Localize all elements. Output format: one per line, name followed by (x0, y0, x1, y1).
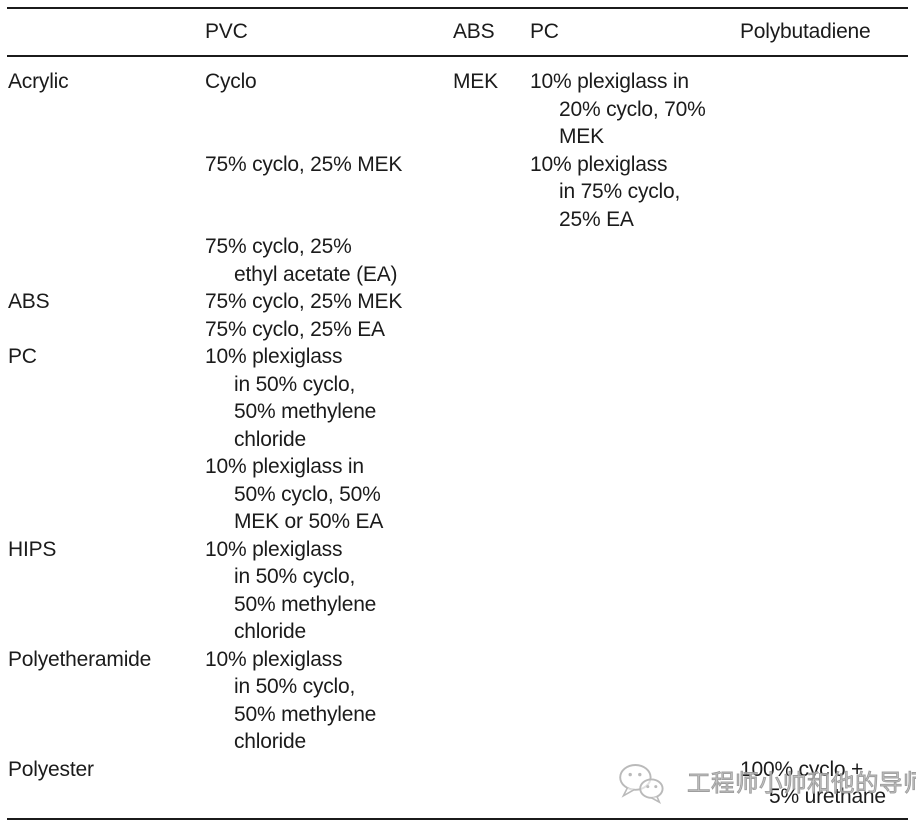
cell-pvc: 75% cyclo, 25% ethyl acetate (EA) (205, 233, 453, 288)
table-subrow: HIPS 10% plexiglass in 50% cyclo, 50% me… (8, 536, 908, 646)
cell-pc: 10% plexiglass in 75% cyclo, 25% EA (530, 151, 740, 234)
table-subrow: Polyester 100% cyclo + 5% urethane (8, 756, 908, 811)
table-subrow: 75% cyclo, 25% MEK 10% plexiglass in 75%… (8, 151, 908, 234)
cell-line: 20% cyclo, 70% (559, 97, 706, 121)
table-row-acrylic: Acrylic Cyclo MEK 10% plexiglass in 20% … (8, 68, 908, 288)
row-label-cell: Acrylic (8, 68, 205, 96)
cell-line: MEK (559, 125, 604, 148)
table-body: Acrylic Cyclo MEK 10% plexiglass in 20% … (8, 68, 908, 811)
cell-line: in 75% cyclo, (559, 180, 681, 203)
cell-line: 100% cyclo + (740, 757, 864, 781)
table-subrow: Acrylic Cyclo MEK 10% plexiglass in 20% … (8, 68, 908, 151)
header-cell-polybutadiene: Polybutadiene (740, 18, 908, 46)
cell-line: in 50% cyclo, (234, 565, 356, 588)
row-label-cell: ABS (8, 288, 205, 316)
header-cell-abs: ABS (453, 18, 530, 46)
row-label: ABS (8, 290, 50, 313)
header-label: Polybutadiene (740, 20, 871, 43)
cell-line: 50% methylene (234, 400, 377, 423)
cell-abs: MEK (453, 68, 530, 96)
cell-pvc: 75% cyclo, 25% MEK (205, 151, 453, 179)
cell-line: 50% methylene (234, 702, 377, 726)
cell-line: 75% cyclo, 25% MEK (205, 290, 403, 313)
cell-line: 10% plexiglass (205, 537, 343, 561)
cell-line: chloride (234, 620, 306, 643)
table-row-abs: ABS 75% cyclo, 25% MEK 75% cyclo, 25% EA (8, 288, 908, 343)
cell-line: 75% cyclo, 25% (205, 235, 352, 258)
row-label-cell: PC (8, 343, 205, 371)
row-label: Acrylic (8, 70, 69, 93)
cell-line: 50% methylene (234, 592, 377, 616)
row-label-cell: HIPS (8, 536, 205, 564)
header-cell-pc: PC (530, 18, 740, 46)
cell-pvc: 10% plexiglass in 50% cyclo, 50% methyle… (205, 343, 453, 453)
row-label: Polyetheramide (8, 647, 152, 671)
row-label-cell: Polyetheramide (8, 646, 205, 674)
table-rule-bottom (7, 818, 908, 820)
row-label: PC (8, 345, 37, 368)
header-cell-blank (8, 18, 205, 46)
cell-line: 10% plexiglass in (205, 455, 364, 478)
table-subrow: PC 10% plexiglass in 50% cyclo, 50% meth… (8, 343, 908, 453)
cell-line: chloride (234, 427, 306, 451)
cell-line: 10% plexiglass (205, 345, 343, 368)
cell-line: 75% cyclo, 25% EA (205, 317, 385, 341)
cell-line: chloride (234, 730, 306, 753)
header-label: PVC (205, 20, 248, 43)
cell-pvc: 75% cyclo, 25% EA (205, 316, 453, 344)
cell-pvc: 10% plexiglass in 50% cyclo, 50% MEK or … (205, 453, 453, 536)
cell-line: MEK or 50% EA (234, 510, 384, 533)
row-label-cell: Polyester (8, 756, 205, 784)
cell-line: 25% EA (559, 207, 634, 231)
cell-line: 10% plexiglass (530, 152, 668, 176)
table-rule-header-bottom (7, 55, 908, 57)
cell-line: in 50% cyclo, (234, 372, 356, 396)
cell-pvc: 75% cyclo, 25% MEK (205, 288, 453, 316)
header-label: PC (530, 20, 559, 43)
table-subrow: 75% cyclo, 25% ethyl acetate (EA) (8, 233, 908, 288)
table-subrow: 75% cyclo, 25% EA (8, 316, 908, 344)
cell-line: 10% plexiglass (205, 647, 343, 671)
cell-pvc: Cyclo (205, 68, 453, 96)
table-row-hips: HIPS 10% plexiglass in 50% cyclo, 50% me… (8, 536, 908, 646)
table-rule-top (7, 7, 908, 9)
cell-pvc: 10% plexiglass in 50% cyclo, 50% methyle… (205, 646, 453, 756)
header-label: ABS (453, 20, 495, 43)
table-subrow: 10% plexiglass in 50% cyclo, 50% MEK or … (8, 453, 908, 536)
cell-line: 50% cyclo, 50% (234, 482, 381, 506)
cell-pc: 10% plexiglass in 20% cyclo, 70% MEK (530, 68, 740, 151)
header-cell-pvc: PVC (205, 18, 453, 46)
table-subrow: ABS 75% cyclo, 25% MEK (8, 288, 908, 316)
table-row-pc: PC 10% plexiglass in 50% cyclo, 50% meth… (8, 343, 908, 536)
row-label: Polyester (8, 757, 94, 781)
cell-pvc: 10% plexiglass in 50% cyclo, 50% methyle… (205, 536, 453, 646)
table-subrow: Polyetheramide 10% plexiglass in 50% cyc… (8, 646, 908, 756)
cell-line: 5% urethane (769, 785, 886, 808)
cell-line: Cyclo (205, 70, 257, 93)
table-row-polyester: Polyester 100% cyclo + 5% urethane (8, 756, 908, 811)
cell-line: 10% plexiglass in (530, 70, 689, 93)
table-header-row: PVC ABS PC Polybutadiene (8, 18, 908, 46)
row-label: HIPS (8, 537, 57, 561)
cell-polybutadiene: 100% cyclo + 5% urethane (740, 756, 908, 811)
table-row-polyetheramide: Polyetheramide 10% plexiglass in 50% cyc… (8, 646, 908, 756)
cell-line: 75% cyclo, 25% MEK (205, 152, 403, 176)
cell-line: MEK (453, 70, 498, 93)
cell-line: in 50% cyclo, (234, 675, 356, 698)
cell-line: ethyl acetate (EA) (234, 262, 398, 286)
